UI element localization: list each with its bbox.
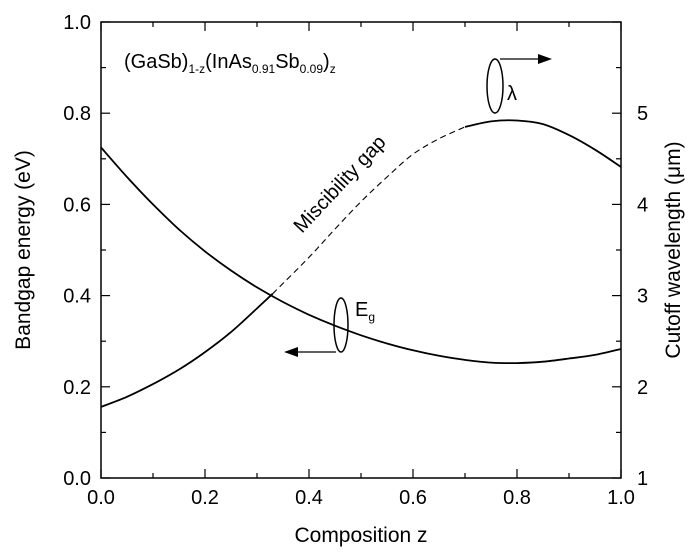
eg-arrow-head (284, 347, 298, 357)
lambda-ellipse (486, 58, 504, 114)
miscibility-gap-label: Miscibility gap (290, 131, 391, 237)
plot-frame (100, 21, 622, 479)
x-tick-label: 0.4 (295, 487, 323, 509)
y-right-tick-label: 2 (637, 377, 648, 399)
y-right-tick-label: 4 (637, 194, 648, 216)
bandgap-curve (100, 146, 622, 365)
ticks (100, 21, 622, 479)
x-tick-label: 0.0 (87, 487, 115, 509)
y-right-axis-title: Cutoff wavelength (μm) (662, 141, 685, 358)
formula-label: (GaSb)1-z(InAs0.91Sb0.09)z (124, 51, 336, 76)
x-axis-title: Composition z (294, 524, 427, 547)
x-tick-label: 0.8 (503, 487, 531, 509)
curves (100, 119, 622, 408)
y-left-tick-label: 0.6 (63, 194, 91, 216)
y-left-tick-label: 0.8 (63, 103, 91, 125)
x-tick-label: 0.6 (399, 487, 427, 509)
x-tick-label: 0.2 (191, 487, 219, 509)
y-left-tick-label: 0.4 (63, 286, 91, 308)
lambda-marker (486, 54, 552, 114)
eg-marker (284, 297, 349, 357)
y-right-tick-label: 5 (637, 103, 648, 125)
wavelength-curve-segment-1 (100, 293, 274, 408)
y-left-tick-label: 0.2 (63, 377, 91, 399)
y-left-tick-label: 1.0 (63, 12, 91, 34)
wavelength-curve-segment-3 (464, 119, 622, 168)
y-right-tick-label: 1 (637, 468, 648, 490)
y-left-tick-label: 0.0 (63, 468, 91, 490)
x-tick-label: 1.0 (607, 487, 635, 509)
eg-label: Eg (355, 299, 375, 324)
eg-ellipse (333, 297, 349, 353)
tick-labels: 0.0 0.2 0.4 0.6 0.8 1.00.00.20.40.60.81.01234… (63, 12, 648, 509)
lambda-arrow-head (538, 54, 552, 64)
lambda-label: λ (507, 83, 517, 105)
wavelength-curve-dashed (272, 126, 466, 295)
y-left-axis-title: Bandgap energy (eV) (12, 150, 35, 350)
y-right-tick-label: 3 (637, 286, 648, 308)
